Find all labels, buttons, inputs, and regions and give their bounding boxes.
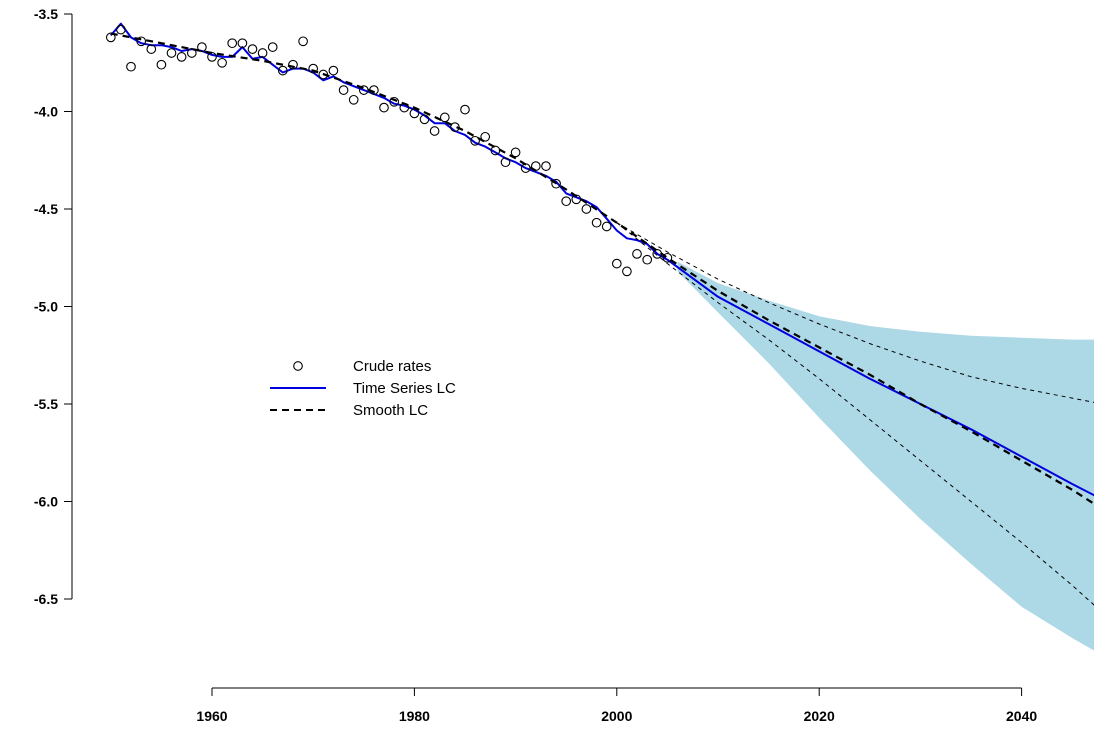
crude-rate-point — [500, 157, 511, 168]
crude-rate-point — [166, 48, 177, 58]
smooth-lc-interval-bound — [616, 222, 1094, 403]
crude-rate-point — [308, 63, 319, 74]
crude-rate-point — [601, 221, 612, 232]
crude-rate-point — [298, 36, 308, 47]
crude-rate-point — [470, 135, 480, 146]
legend: Crude rates Time Series LC Smooth LC — [270, 358, 456, 419]
crude-rate-point — [136, 36, 147, 47]
x-tick-label: 2020 — [804, 708, 835, 724]
crude-rate-points — [105, 24, 673, 277]
crude-rate-point — [105, 32, 116, 43]
crude-rate-point — [460, 104, 470, 115]
crude-rate-point — [267, 42, 278, 52]
crude-rate-point — [227, 38, 238, 49]
crude-rate-point — [399, 102, 410, 113]
crude-rate-point — [348, 94, 359, 105]
legend-label: Time Series LC — [353, 380, 456, 397]
crude-rate-point — [662, 252, 673, 263]
crude-rate-point — [551, 178, 561, 189]
smooth-lc-interval-bound — [616, 222, 1094, 606]
y-tick-label: -4.0 — [34, 104, 58, 120]
legend-crude-rates-marker — [293, 361, 303, 371]
crude-rate-point — [116, 24, 126, 35]
crude-rate-point — [369, 85, 379, 95]
crude-rate-point — [288, 59, 298, 70]
crude-rate-point — [318, 69, 329, 80]
crude-rate-point — [277, 65, 288, 76]
crude-rate-point — [490, 145, 501, 156]
crude-rate-point — [581, 204, 592, 214]
y-tick-label: -5.5 — [34, 396, 58, 412]
crude-rate-point — [561, 196, 572, 207]
series-line-layer — [110, 22, 1094, 606]
crude-rate-point — [429, 126, 440, 136]
crude-rate-point — [419, 114, 430, 125]
legend-label: Crude rates — [353, 358, 431, 375]
crude-rate-point — [217, 57, 227, 68]
crude-rate-point — [642, 254, 653, 265]
crude-rate-point — [247, 44, 258, 54]
crude-rate-point — [237, 38, 248, 49]
crude-rate-point — [338, 85, 349, 95]
x-tick-label: 1980 — [399, 708, 430, 724]
crude-rate-point — [186, 48, 197, 58]
x-tick-label: 1960 — [196, 708, 227, 724]
crude-rate-point — [379, 102, 389, 113]
crude-rate-point — [520, 163, 531, 173]
y-tick-label: -3.5 — [34, 6, 58, 22]
crude-rate-point — [541, 161, 551, 171]
crude-rate-point — [146, 44, 157, 54]
crude-rate-point — [439, 112, 450, 123]
legend-label: Smooth LC — [353, 402, 428, 419]
crude-rate-point — [389, 96, 400, 107]
y-tick-label: -5.0 — [34, 299, 58, 315]
crude-rate-point — [409, 108, 420, 119]
y-tick-label: -4.5 — [34, 201, 58, 217]
crude-rate-point — [480, 131, 491, 142]
crude-rate-point — [358, 85, 369, 95]
crude-rate-point — [207, 52, 217, 62]
crude-rate-point — [257, 48, 268, 58]
axes: -3.5 -4.0 -4.5 -5.0 -5.5 -6.0 -6.5 1960 1980 2000… — [34, 6, 1038, 724]
x-tick-label: 2040 — [1006, 708, 1037, 724]
crude-rate-point — [176, 52, 187, 62]
crude-rate-point — [126, 61, 136, 72]
crude-rate-point — [591, 217, 602, 228]
crude-rate-point — [328, 65, 339, 76]
crude-rate-point — [197, 42, 207, 52]
crude-rate-point — [450, 122, 460, 132]
crude-rate-point — [622, 266, 632, 277]
y-tick-label: -6.0 — [34, 494, 58, 510]
crude-rate-point — [611, 258, 622, 269]
prediction-interval-band — [677, 261, 1094, 651]
crude-rate-point — [632, 249, 642, 259]
crude-rate-point — [571, 194, 582, 205]
crude-rate-point — [156, 59, 167, 70]
y-tick-label: -6.5 — [34, 591, 58, 607]
crude-rate-point — [510, 147, 521, 158]
crude-rate-point — [652, 249, 663, 259]
x-tick-label: 2000 — [601, 708, 632, 724]
interval-band-layer — [677, 261, 1094, 651]
crude-rate-point — [530, 161, 541, 171]
